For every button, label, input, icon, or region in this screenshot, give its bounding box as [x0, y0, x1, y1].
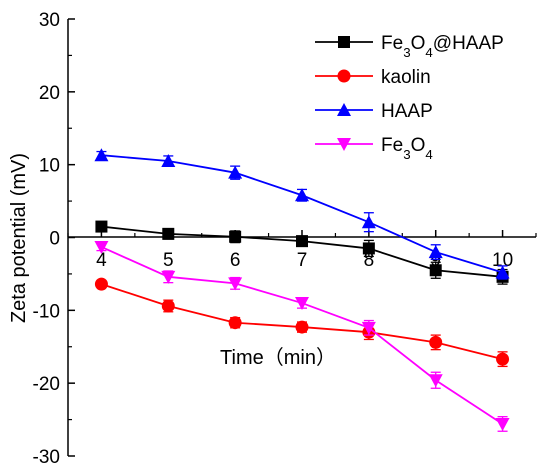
- subscript: 4: [425, 147, 432, 162]
- subscript: 4: [425, 45, 432, 60]
- text-part: HAAP: [381, 101, 433, 122]
- series-haap: [94, 148, 510, 280]
- text-part: @HAAP: [433, 33, 504, 54]
- data-point: [161, 154, 176, 168]
- x-tick-label: 6: [230, 250, 241, 271]
- series-fe3o4: [94, 240, 510, 432]
- data-point: [94, 277, 108, 291]
- y-axis-label: Zeta potential (mV): [8, 153, 30, 323]
- x-tick-label: 10: [492, 250, 513, 271]
- text-part: O: [411, 33, 426, 54]
- data-point: [162, 227, 175, 240]
- text-part: Fe: [381, 135, 403, 156]
- series-line-fe3o4: [101, 246, 504, 425]
- legend-entry-haap: HAAPHAAP: [315, 101, 433, 122]
- x-tick-label: 7: [297, 250, 308, 271]
- x-tick-label: 9: [430, 250, 441, 271]
- data-point: [295, 297, 309, 311]
- y-tick-label: 20: [39, 83, 60, 104]
- data-point: [295, 320, 309, 334]
- legend-marker: [337, 138, 351, 151]
- legend-marker: [338, 36, 350, 48]
- data-point: [296, 235, 308, 248]
- subscript: 3: [403, 147, 410, 162]
- data-point: [228, 165, 243, 179]
- legend-entry-kaolin: kaolinkaolin: [315, 67, 431, 88]
- text-part: kaolin: [381, 67, 431, 88]
- y-tick-label: -30: [33, 447, 60, 468]
- data-point: [94, 148, 109, 162]
- text-part: O: [411, 135, 426, 156]
- legend-label: kaolinkaolin: [381, 67, 431, 88]
- legend-label: HAAPHAAP: [381, 101, 433, 122]
- data-point: [362, 242, 375, 255]
- data-point: [95, 220, 108, 233]
- data-point: [496, 352, 510, 366]
- data-point: [429, 335, 443, 349]
- data-point: [161, 299, 175, 313]
- y-tick-label: -20: [33, 374, 60, 395]
- series-layer: [94, 148, 510, 432]
- data-point: [495, 417, 510, 431]
- data-point: [428, 374, 443, 388]
- y-tick-label: -10: [33, 301, 60, 322]
- legend-marker: [337, 103, 351, 116]
- data-point: [495, 265, 510, 279]
- y-tick-label: 0: [49, 229, 60, 250]
- y-tick-label: 30: [39, 10, 60, 31]
- axes: 30 20 10 0 -10 -20 -30 4 5 6 7 8 9 10: [33, 10, 537, 468]
- x-tick-label: 5: [163, 250, 174, 271]
- data-point: [361, 215, 376, 229]
- x-tick-label: 4: [96, 250, 107, 271]
- series-fe3o4-haap: [95, 220, 509, 285]
- text-part: Fe: [381, 33, 403, 54]
- subscript: 3: [403, 45, 410, 60]
- legend-label: Fe3O4Fe3O4: [381, 135, 433, 162]
- legend: Fe3O4@HAAPFe3O4@HAAPkaolinkaolinHAAPHAAP…: [315, 33, 504, 162]
- data-point: [229, 230, 242, 243]
- legend-entry-fe3o4: Fe3O4Fe3O4: [315, 135, 433, 162]
- y-tick-label: 10: [39, 156, 60, 177]
- data-point: [228, 316, 242, 330]
- x-tick-label: 8: [364, 250, 375, 271]
- data-point: [94, 240, 109, 254]
- data-point: [295, 188, 309, 202]
- data-point: [228, 277, 243, 291]
- legend-marker: [337, 69, 351, 83]
- data-point: [161, 270, 176, 284]
- data-point: [428, 245, 443, 259]
- x-axis-label: Time（min）: [220, 346, 336, 369]
- data-point: [429, 264, 442, 277]
- data-point: [361, 321, 376, 335]
